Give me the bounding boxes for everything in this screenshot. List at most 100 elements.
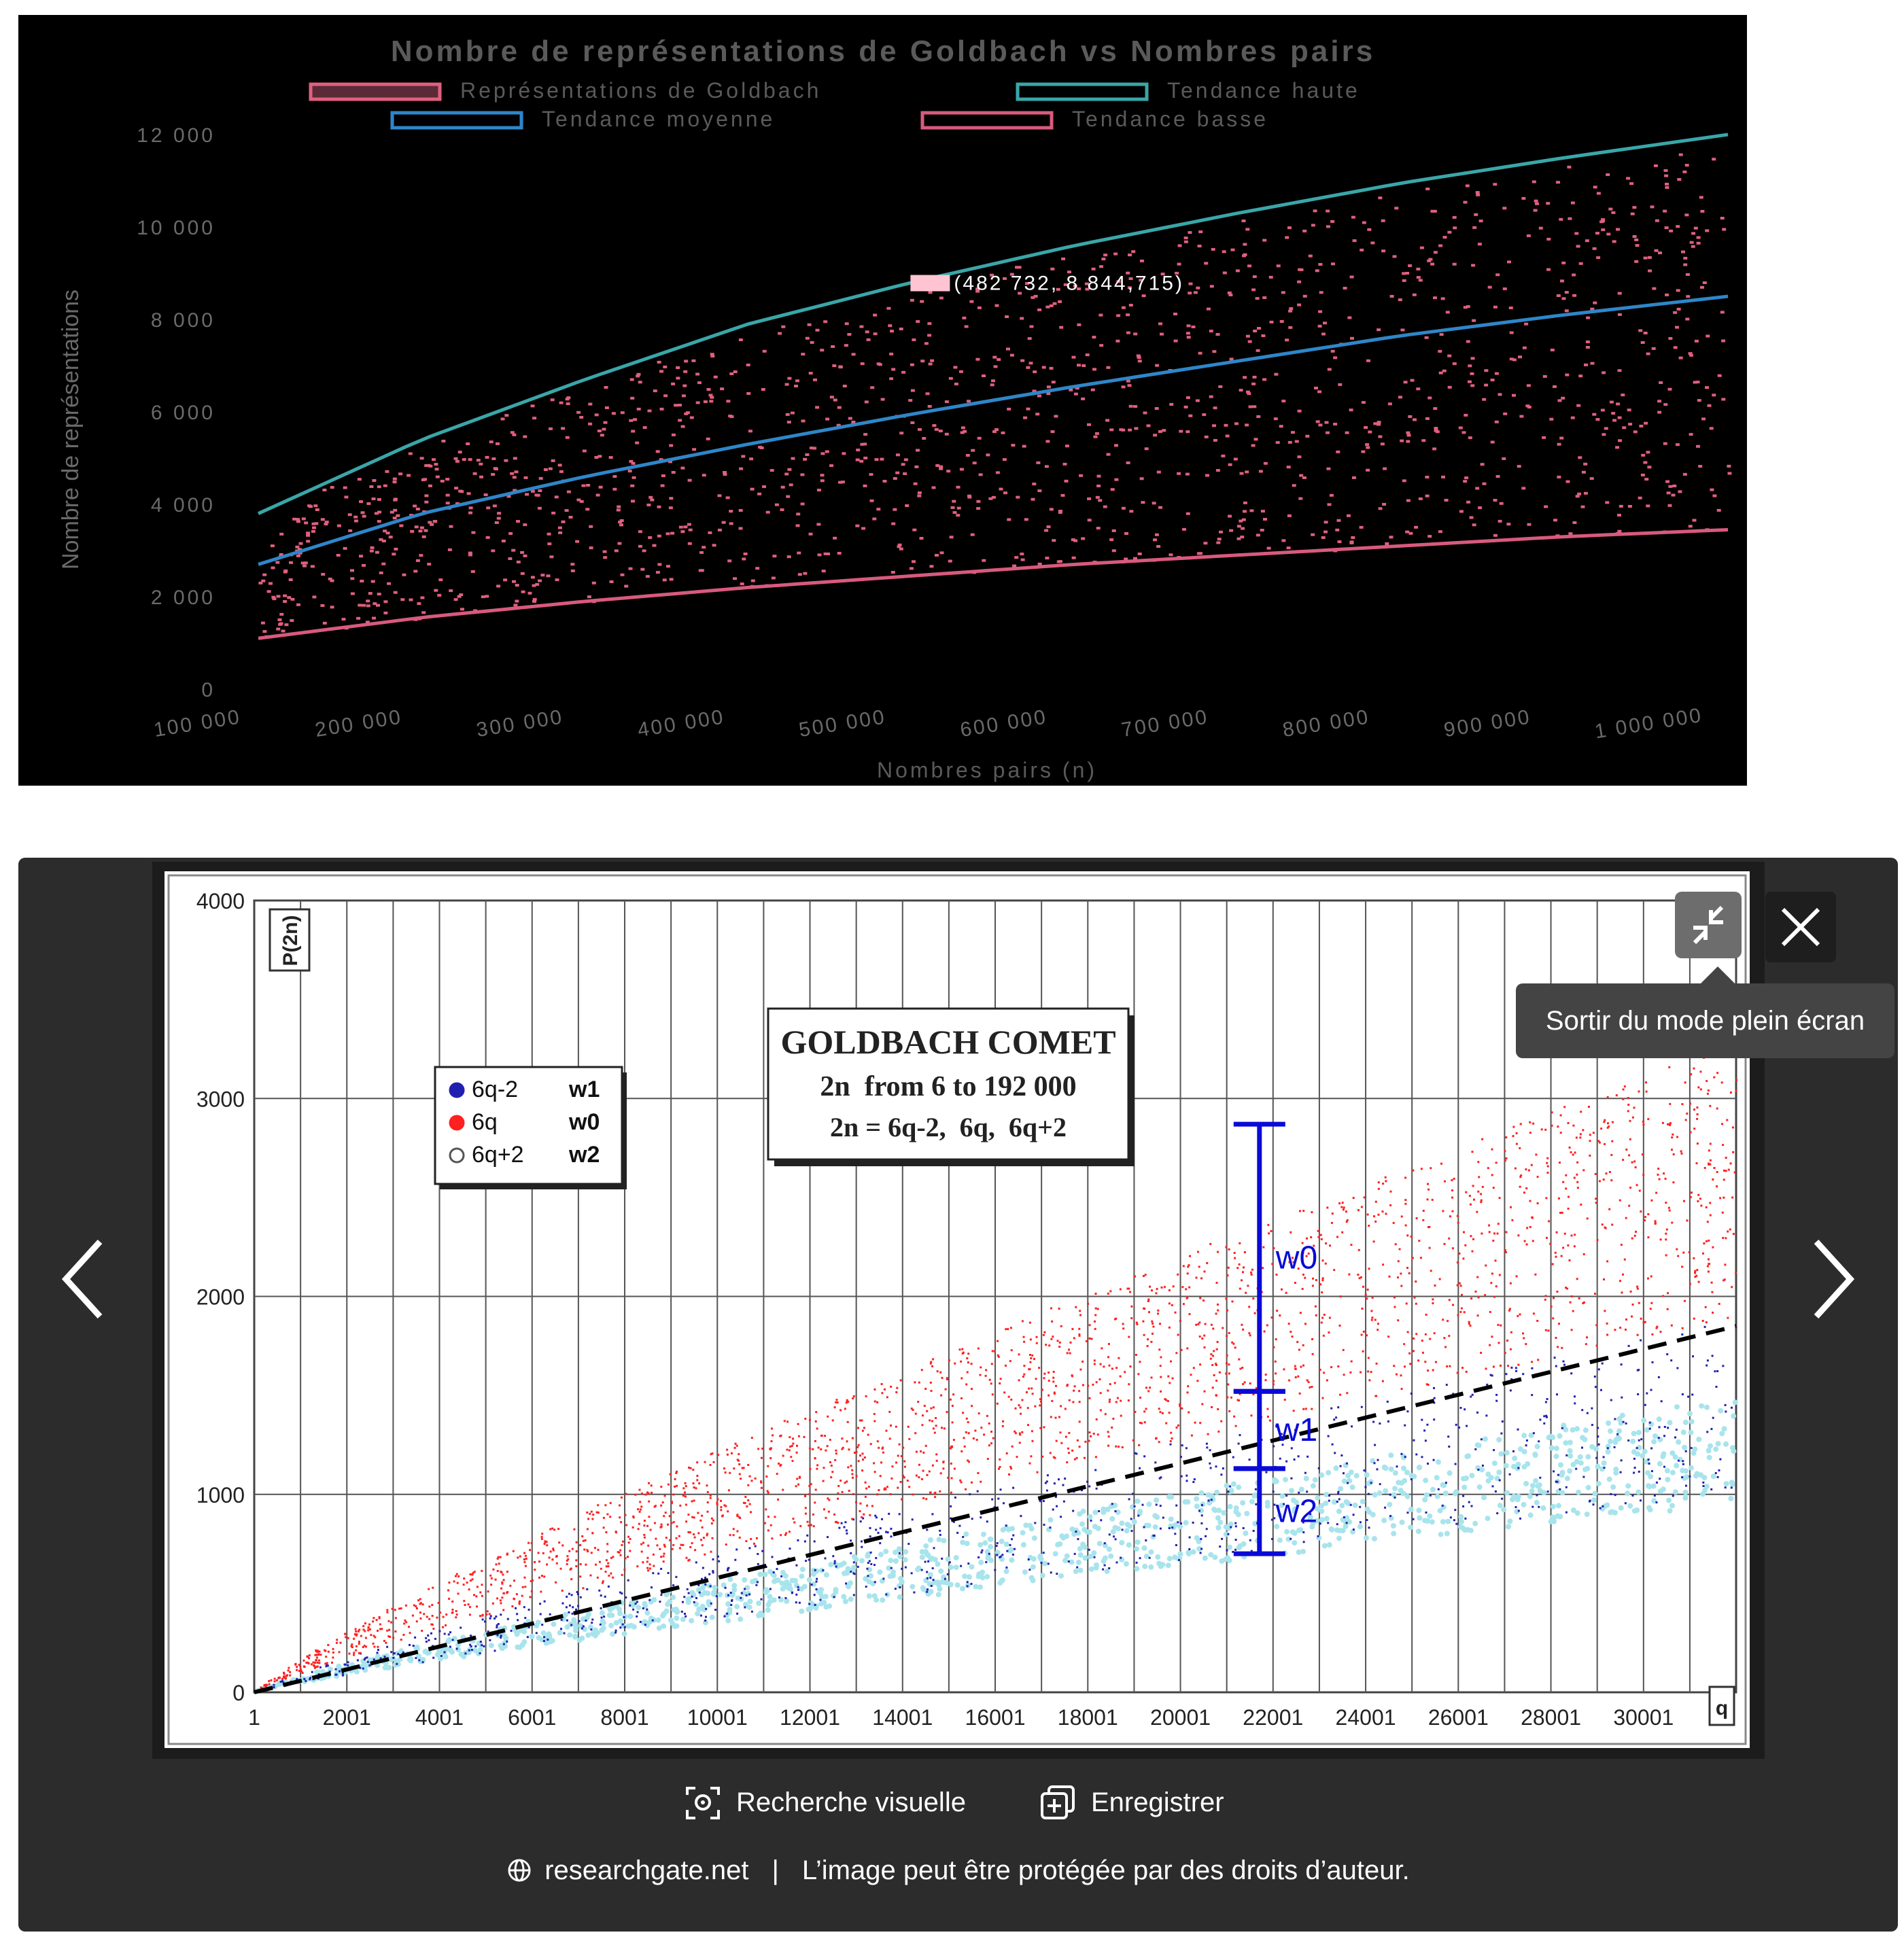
comet-point (1555, 1480, 1557, 1483)
goldbach-point (1099, 344, 1104, 347)
goldbach-point (1321, 536, 1326, 539)
comet-point (1722, 1144, 1725, 1147)
comet-point (664, 1512, 667, 1514)
comet-point (699, 1519, 702, 1522)
comet-point (1266, 1416, 1269, 1418)
goldbach-point (901, 463, 905, 466)
comet-point (1650, 1470, 1653, 1473)
comet-point (1217, 1408, 1219, 1410)
comet-point (1185, 1447, 1188, 1450)
comet-point (1377, 1329, 1379, 1331)
goldbach-point (504, 414, 509, 417)
comet-point (1142, 1563, 1148, 1569)
comet-point (1446, 1365, 1449, 1367)
comet-point (1442, 1490, 1449, 1497)
comet-point (935, 1453, 938, 1456)
goldbach-point (865, 330, 869, 334)
comet-point (1040, 1561, 1043, 1564)
comet-point (756, 1601, 762, 1606)
comet-point (733, 1467, 735, 1470)
comet-point (1133, 1505, 1136, 1507)
comet-point (1235, 1512, 1241, 1518)
comet-point (1682, 1489, 1689, 1495)
comet-point (1724, 1486, 1727, 1489)
comet-point (998, 1467, 1000, 1470)
comet-point (821, 1599, 827, 1605)
goldbach-point (393, 591, 398, 594)
comet-point (1014, 1548, 1016, 1550)
goldbach-point (1188, 292, 1192, 295)
goldbach-point (899, 547, 903, 551)
goldbach-point (893, 477, 897, 480)
comet-point (1444, 1346, 1447, 1348)
comet-point (477, 1647, 483, 1653)
comet-point (334, 1673, 337, 1676)
goldbach-point (1578, 262, 1583, 265)
goldbach-point (1175, 271, 1179, 275)
goldbach-point (657, 563, 662, 566)
goldbach-point (927, 404, 932, 408)
goldbach-point (272, 597, 277, 601)
goldbach-point (1380, 442, 1385, 446)
comet-point (1203, 1334, 1206, 1337)
goldbach-point (671, 471, 676, 474)
comet-point (1145, 1539, 1147, 1541)
comet-point (1092, 1509, 1098, 1516)
comet-point (426, 1615, 428, 1618)
comet-point (1444, 1482, 1447, 1484)
comet-point (1427, 1463, 1429, 1465)
comet-point (1150, 1376, 1153, 1379)
goldbach-point (1366, 446, 1370, 449)
comet-point (496, 1557, 499, 1560)
goldbach-point (1432, 447, 1437, 451)
comet-point (1003, 1502, 1005, 1505)
comet-point (1543, 1415, 1546, 1418)
comet-point (897, 1553, 903, 1559)
comet-point (1681, 1327, 1684, 1329)
goldbach-point (1561, 297, 1566, 300)
goldbach-point (1256, 415, 1261, 418)
goldbach-point (1015, 266, 1019, 269)
comet-point (1463, 1311, 1466, 1314)
comet-point (370, 1634, 373, 1637)
comet-point (1375, 1362, 1378, 1365)
goldbach-point (797, 573, 802, 576)
comet-point (1485, 1414, 1488, 1417)
comet-point (1128, 1287, 1130, 1290)
comet-point (1342, 1348, 1345, 1351)
comet-point (1586, 1217, 1589, 1220)
comet-point (409, 1632, 411, 1635)
comet-point (445, 1639, 451, 1645)
comet-point (1432, 1458, 1435, 1461)
comet-point (1075, 1559, 1081, 1565)
comet-point (303, 1678, 306, 1680)
comet-point (757, 1571, 763, 1577)
goldbach-point (812, 447, 816, 450)
comet-point (1666, 1497, 1672, 1503)
goldbach-point (1011, 444, 1016, 447)
comet-point (886, 1531, 889, 1534)
comet-point (724, 1471, 727, 1474)
comet-point (1481, 1185, 1484, 1188)
goldbach-point (278, 623, 283, 626)
comet-point (1724, 1263, 1727, 1266)
goldbach-point (1349, 275, 1354, 279)
comet-point (646, 1567, 649, 1569)
comet-x-axis-ticks: 1 2001 4001 6001 8001 10001 12001 14001 16001 180… (248, 1705, 1674, 1730)
goldbach-point (513, 457, 517, 460)
goldbach-point (1493, 183, 1498, 186)
comet-point (963, 1445, 966, 1448)
goldbach-point (910, 363, 914, 366)
comet-point (600, 1567, 602, 1570)
goldbach-point (1106, 453, 1111, 456)
comet-point (1328, 1495, 1331, 1497)
comet-point (1550, 1503, 1556, 1509)
goldbach-point (706, 388, 711, 391)
comet-point (1716, 1107, 1718, 1110)
comet-point (689, 1618, 695, 1624)
goldbach-point (1701, 417, 1706, 421)
comet-point (1028, 1569, 1031, 1571)
comet-point (1592, 1503, 1595, 1506)
comet-point (652, 1553, 655, 1556)
